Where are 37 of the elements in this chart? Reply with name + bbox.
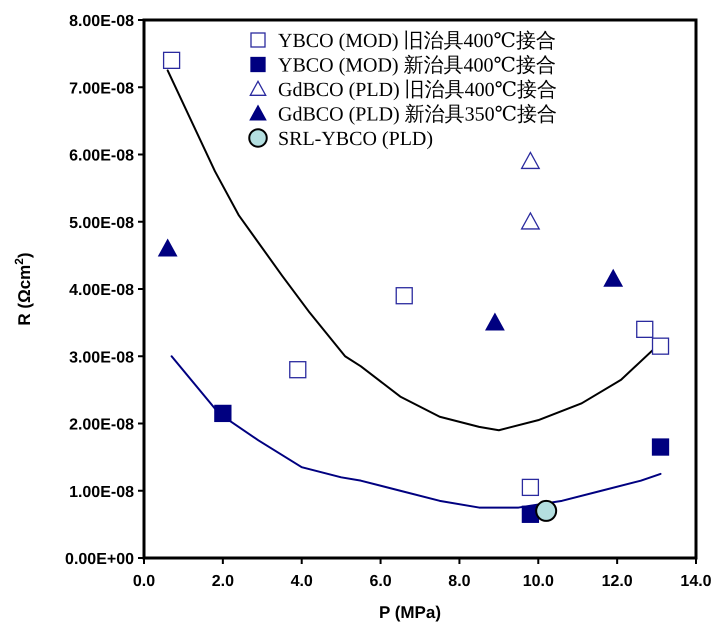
y-tick-label: 7.00E-08 [69, 80, 134, 98]
y-tick-label: 5.00E-08 [69, 214, 134, 232]
point [158, 239, 178, 256]
x-tick-label: 0.0 [132, 573, 156, 590]
point [396, 287, 413, 304]
point [652, 438, 670, 456]
point [520, 152, 540, 170]
y-tick-label: 1.00E-08 [69, 484, 134, 501]
x-tick-label: 6.0 [369, 573, 392, 590]
legend-item: YBCO (MOD) 新治具400℃接合 [250, 54, 556, 76]
y-tick-label: 2.00E-08 [69, 416, 134, 434]
legend-item: SRL-YBCO (PLD) [248, 128, 434, 150]
point [522, 478, 540, 496]
point [604, 269, 623, 287]
point [214, 404, 232, 422]
x-tick-label: 12.0 [602, 573, 633, 590]
y-tick-label: 8.00E-08 [69, 13, 134, 30]
point [636, 320, 654, 338]
x-tick-label: 14.0 [680, 573, 712, 590]
point [289, 361, 306, 378]
point [485, 313, 504, 330]
x-tick-label: 4.0 [290, 573, 313, 590]
y-tick-label: 0.00E+00 [65, 551, 134, 568]
point [162, 52, 180, 69]
y-tick-label: 6.00E-08 [69, 148, 134, 164]
legend-label: SRL-YBCO (PLD) [278, 128, 434, 150]
legend-item: YBCO (MOD) 旧治具400℃接合 [250, 30, 556, 52]
point [652, 338, 670, 355]
y-tick-label: 3.00E-08 [69, 349, 134, 366]
x-tick-label: 2.0 [212, 573, 234, 590]
x-tick-label: 10.0 [522, 573, 554, 590]
legend-item: GdBCO (PLD) 新治具350℃接合 [249, 104, 558, 126]
y-tick-label: 4.00E-08 [69, 282, 134, 299]
legend-item: GdBCO (PLD) 旧治具400℃接合 [249, 79, 558, 101]
point [520, 212, 540, 230]
x-axis-title: P (MPa) [378, 603, 442, 622]
x-tick-label: 8.0 [448, 573, 471, 590]
